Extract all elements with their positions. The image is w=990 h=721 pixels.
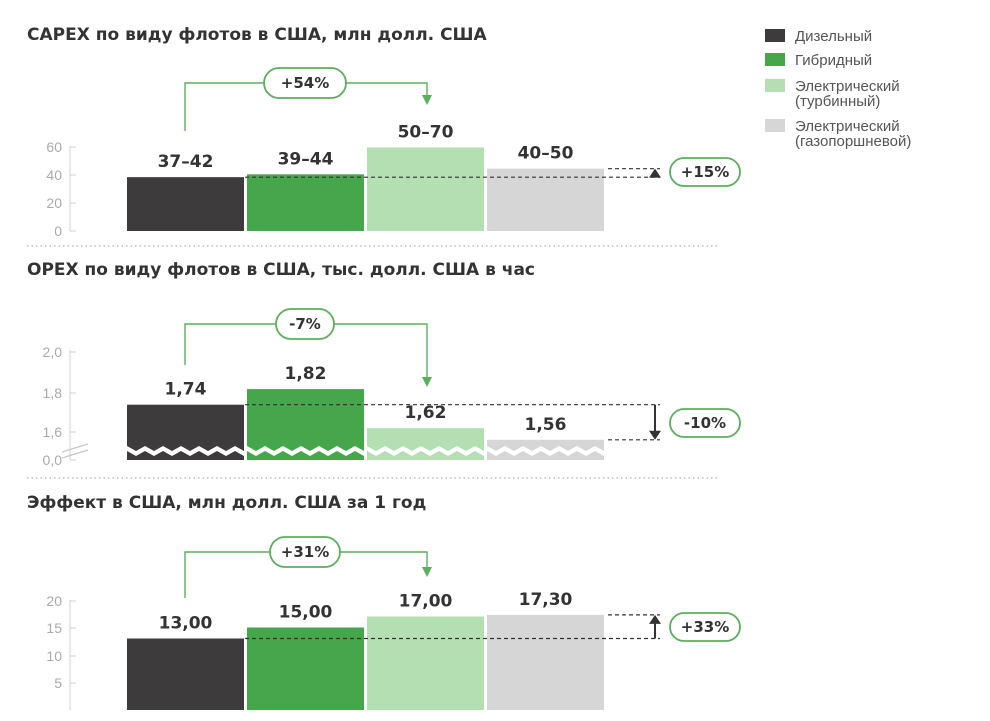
change-pill — [275, 308, 335, 340]
change-pill — [669, 157, 741, 187]
bar-value-label: 1,82 — [285, 364, 327, 384]
change-pill — [263, 67, 347, 99]
y-tick-label: 0,0 — [43, 452, 63, 468]
axis-break-mark — [61, 449, 89, 459]
bar-value-label: 13,00 — [159, 614, 213, 634]
bar-value-label: 1,62 — [405, 403, 447, 423]
axis-break-band — [367, 446, 484, 456]
legend-item: Дизельный — [765, 28, 872, 45]
y-tick-label: 15 — [46, 620, 62, 636]
change-pill-label: +15% — [681, 163, 729, 181]
bar-value-label: 17,30 — [519, 590, 573, 610]
change-pill-label: +33% — [681, 618, 729, 636]
bar — [487, 168, 604, 231]
bracket-arrow-head — [422, 95, 432, 105]
bar-value-label: 1,56 — [525, 415, 567, 435]
change-pill-label: -7% — [289, 315, 321, 333]
axis-break-band — [247, 446, 364, 456]
legend-label: (газопоршневой) — [795, 133, 911, 150]
y-tick-label: 0 — [54, 223, 62, 239]
chart-title: CAPEX по виду флотов в США, млн долл. СШ… — [27, 25, 488, 45]
axis-break-band — [487, 446, 604, 456]
change-pill — [669, 408, 741, 438]
change-pill — [669, 612, 741, 642]
chart-title: OPEX по виду флотов в США, тыс. долл. СШ… — [27, 260, 535, 280]
bar-value-label: 40–50 — [518, 144, 574, 164]
y-tick-label: 1,6 — [43, 424, 63, 440]
change-pill-label: +54% — [281, 74, 329, 92]
y-tick-label: 2,0 — [43, 344, 63, 360]
legend-label: (турбинный) — [795, 93, 880, 110]
legend-swatch — [765, 79, 785, 92]
y-tick-label: 40 — [46, 167, 62, 183]
y-tick-label: 20 — [46, 593, 62, 609]
bar — [127, 638, 244, 710]
bracket-line — [340, 551, 428, 569]
legend-label: Электрический — [795, 78, 900, 95]
legend-item: Гибридный — [765, 52, 872, 69]
bar — [247, 174, 364, 231]
legend: ДизельныйГибридныйЭлектрический(турбинны… — [765, 28, 911, 150]
y-tick-label: 1,8 — [43, 385, 63, 401]
legend-label: Электрический — [795, 118, 900, 135]
chart-panel: OPEX по виду флотов в США, тыс. долл. СШ… — [27, 260, 741, 479]
legend-item: Электрический(турбинный) — [765, 78, 900, 110]
axis-break-mark — [61, 443, 89, 453]
change-pill — [269, 536, 341, 568]
legend-item: Электрический(газопоршневой) — [765, 118, 911, 150]
bar — [367, 147, 484, 231]
y-tick-label: 20 — [46, 195, 62, 211]
bar-value-label: 50–70 — [398, 122, 454, 142]
bracket-line — [334, 323, 428, 379]
change-pill-label: -10% — [684, 414, 726, 432]
bar-value-label: 17,00 — [399, 592, 453, 612]
bar-value-label: 37–42 — [158, 152, 214, 172]
axis-break-band — [127, 446, 244, 456]
bracket-arrow-head — [422, 377, 432, 387]
bar — [487, 614, 604, 710]
bar — [247, 627, 364, 710]
bracket-arrow-head — [422, 567, 432, 577]
bar — [127, 177, 244, 231]
change-arrow-head — [649, 168, 661, 178]
bracket-line — [184, 323, 276, 365]
bar-value-label: 1,74 — [165, 380, 207, 400]
change-arrow-head — [649, 430, 661, 440]
y-tick-label: 60 — [46, 139, 62, 155]
change-pill-label: +31% — [281, 543, 329, 561]
change-arrow-head — [649, 614, 661, 624]
legend-swatch — [765, 53, 785, 66]
chart-panel: CAPEX по виду флотов в США, млн долл. СШ… — [27, 25, 741, 247]
bracket-line — [184, 82, 264, 131]
legend-swatch — [765, 119, 785, 132]
bar-value-label: 39–44 — [278, 149, 334, 169]
chart-title: Эффект в США, млн долл. США за 1 год — [27, 493, 426, 513]
bar — [367, 616, 484, 710]
legend-label: Дизельный — [795, 28, 872, 45]
bracket-line — [346, 82, 428, 97]
y-tick-label: 10 — [46, 648, 62, 664]
legend-swatch — [765, 29, 785, 42]
legend-label: Гибридный — [795, 52, 872, 69]
y-tick-label: 5 — [54, 675, 62, 691]
bracket-line — [184, 551, 270, 598]
chart-panel: Эффект в США, млн долл. США за 1 год 5 10 1… — [27, 493, 741, 710]
bar-value-label: 15,00 — [279, 603, 333, 623]
